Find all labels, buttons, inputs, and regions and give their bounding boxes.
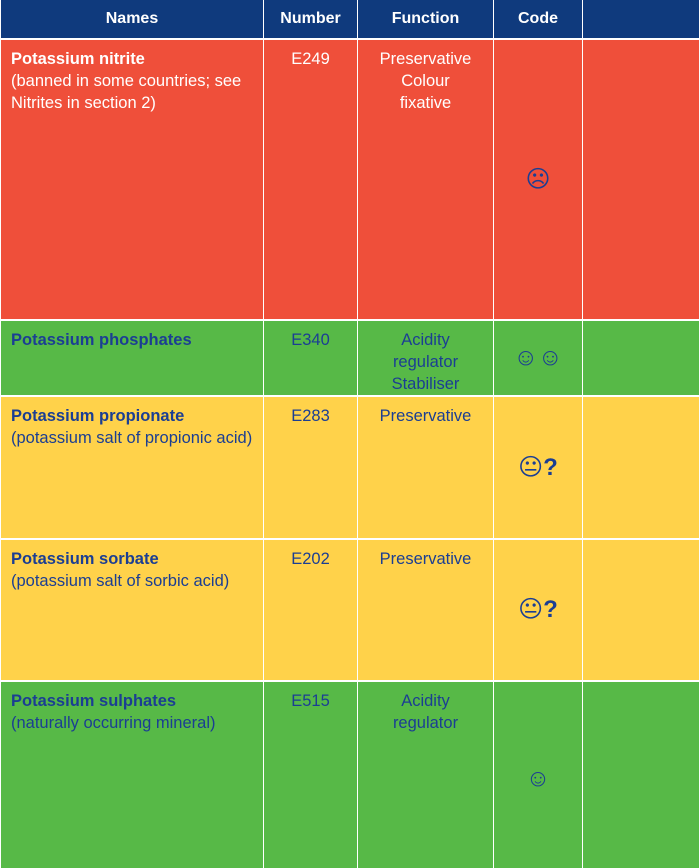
- code-face: ☺: [525, 765, 551, 793]
- additive-name: Potassium sulphates: [11, 692, 177, 710]
- empty-cell: [582, 538, 699, 682]
- number-cell: E249: [263, 38, 358, 321]
- empty-cell: [582, 680, 699, 868]
- function-line: Colour: [401, 72, 450, 90]
- function-line: Preservative: [379, 407, 472, 425]
- function-line: Acidity: [401, 692, 450, 710]
- number-cell: E283: [263, 395, 358, 540]
- code-face: 😐: [518, 453, 544, 481]
- function-cell: Preservative: [357, 538, 494, 682]
- header-cell: Number: [263, 0, 358, 39]
- additive-name: Potassium sorbate: [11, 550, 159, 568]
- number-cell: E340: [263, 319, 358, 397]
- empty-cell: [582, 319, 699, 397]
- additive-note: (banned in some countries; see Nitrites …: [11, 72, 242, 112]
- name-cell: Potassium phosphates: [0, 319, 264, 397]
- additive-note: (potassium salt of propionic acid): [11, 429, 253, 447]
- additive-note: (naturally occurring mineral): [11, 714, 216, 732]
- code-face: ☺☺: [513, 344, 563, 371]
- code-cell: 😐?: [493, 538, 583, 682]
- additive-name: Potassium propionate: [11, 407, 185, 425]
- code-cell: ☺: [493, 680, 583, 868]
- function-line: Acidity: [401, 331, 450, 349]
- additive-name: Potassium nitrite: [11, 50, 145, 68]
- name-cell: Potassium nitrite (banned in some countri…: [0, 38, 264, 321]
- function-line: regulator: [392, 353, 459, 371]
- code-face: ☹: [525, 165, 551, 193]
- function-cell: Preservative Colour fixative: [357, 38, 494, 321]
- function-cell: Acidity regulator: [357, 680, 494, 868]
- name-cell: Potassium sulphates (naturally occurring …: [0, 680, 264, 868]
- code-cell: ☺☺: [493, 319, 583, 397]
- name-cell: Potassium sorbate (potassium salt of sorb…: [0, 538, 264, 682]
- function-cell: Acidity regulator Stabiliser: [357, 319, 494, 397]
- additive-note: (potassium salt of sorbic acid): [11, 572, 230, 590]
- additive-name: Potassium phosphates: [11, 331, 192, 349]
- name-cell: Potassium propionate (potassium salt of p…: [0, 395, 264, 540]
- code-face: 😐: [518, 596, 544, 623]
- empty-cell: [582, 395, 699, 540]
- table-row: Potassium sulphates (naturally occurring …: [0, 680, 699, 868]
- function-line: Stabiliser: [391, 375, 460, 393]
- function-line: regulator: [392, 714, 459, 732]
- code-cell: ☹: [493, 38, 583, 321]
- function-line: Preservative: [379, 50, 472, 68]
- header-cell: Function: [357, 0, 494, 39]
- table-row: Potassium sorbate (potassium salt of sorb…: [0, 538, 699, 682]
- table-body: Potassium nitrite (banned in some countri…: [0, 38, 699, 868]
- code-mark: ?: [543, 453, 558, 481]
- header-row: Names Number Function Code: [0, 0, 699, 39]
- empty-cell: [582, 38, 699, 321]
- header-cell: Names: [0, 0, 264, 39]
- code-cell: 😐?: [493, 395, 583, 540]
- number-cell: E202: [263, 538, 358, 682]
- table-row: Potassium propionate (potassium salt of p…: [0, 395, 699, 540]
- table-row: Potassium phosphates E340 Acidity regulator…: [0, 319, 699, 397]
- code-mark: ?: [543, 596, 558, 623]
- function-cell: Preservative: [357, 395, 494, 540]
- table-row: Potassium nitrite (banned in some countri…: [0, 38, 699, 321]
- header-cell: Code: [493, 0, 583, 39]
- number-cell: E515: [263, 680, 358, 868]
- function-line: fixative: [399, 94, 452, 112]
- function-line: Preservative: [379, 550, 472, 568]
- header-cell: [582, 0, 699, 39]
